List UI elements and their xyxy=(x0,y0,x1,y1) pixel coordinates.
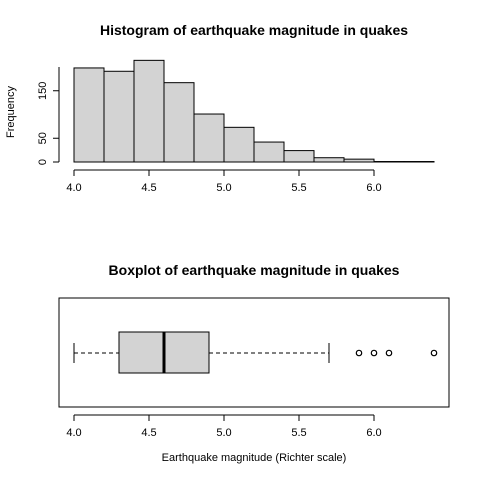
histogram-bar xyxy=(223,126,255,163)
histogram-y-tick-label: 150 xyxy=(37,82,49,100)
histogram-bar xyxy=(283,150,315,163)
histogram-bar xyxy=(313,157,345,163)
boxplot-outlier-point xyxy=(370,349,378,357)
histogram-chart: Histogram of earthquake magnitude in qua… xyxy=(5,22,435,194)
histogram-x-tick-label: 5.5 xyxy=(291,182,306,194)
boxplot-title: Boxplot of earthquake magnitude in quake… xyxy=(109,262,400,278)
histogram-bar xyxy=(103,70,135,163)
histogram-x-tick-label: 6.0 xyxy=(366,182,381,194)
boxplot-outlier-point xyxy=(385,349,393,357)
histogram-bar xyxy=(73,67,105,163)
histogram-bar xyxy=(163,82,195,163)
histogram-y-tick-label: 0 xyxy=(37,159,49,165)
boxplot-plot-frame xyxy=(58,297,450,408)
histogram-x-axis: 4.0 4.5 5.0 5.5 6.0 xyxy=(66,169,382,194)
boxplot-x-tick-label: 4.5 xyxy=(141,427,156,439)
histogram-bars xyxy=(73,59,435,163)
boxplot-x-axis: 4.0 4.5 5.0 5.5 6.0 xyxy=(66,414,382,439)
boxplot-outlier-point xyxy=(355,349,363,357)
boxplot-x-tick-label: 6.0 xyxy=(366,427,381,439)
histogram-bar xyxy=(193,113,225,163)
histogram-bar xyxy=(253,141,285,163)
histogram-y-axis: 0 50 150 xyxy=(37,67,60,165)
histogram-y-tick-label: 50 xyxy=(37,132,49,144)
boxplot-x-tick-label: 5.5 xyxy=(291,427,306,439)
boxplot-outlier-point xyxy=(430,349,438,357)
boxplot-chart: Boxplot of earthquake magnitude in quake… xyxy=(58,262,450,464)
histogram-x-tick-label: 4.0 xyxy=(66,182,81,194)
histogram-title: Histogram of earthquake magnitude in qua… xyxy=(100,22,408,38)
boxplot-x-tick-label: 4.0 xyxy=(66,427,81,439)
histogram-x-tick-label: 5.0 xyxy=(216,182,231,194)
boxplot-x-tick-label: 5.0 xyxy=(216,427,231,439)
boxplot-x-axis-label: Earthquake magnitude (Richter scale) xyxy=(162,452,347,464)
histogram-bar xyxy=(133,59,165,163)
boxplot-elements xyxy=(73,331,438,374)
histogram-bar xyxy=(343,158,375,163)
histogram-y-axis-label: Frequency xyxy=(5,86,17,138)
histogram-x-tick-label: 4.5 xyxy=(141,182,156,194)
